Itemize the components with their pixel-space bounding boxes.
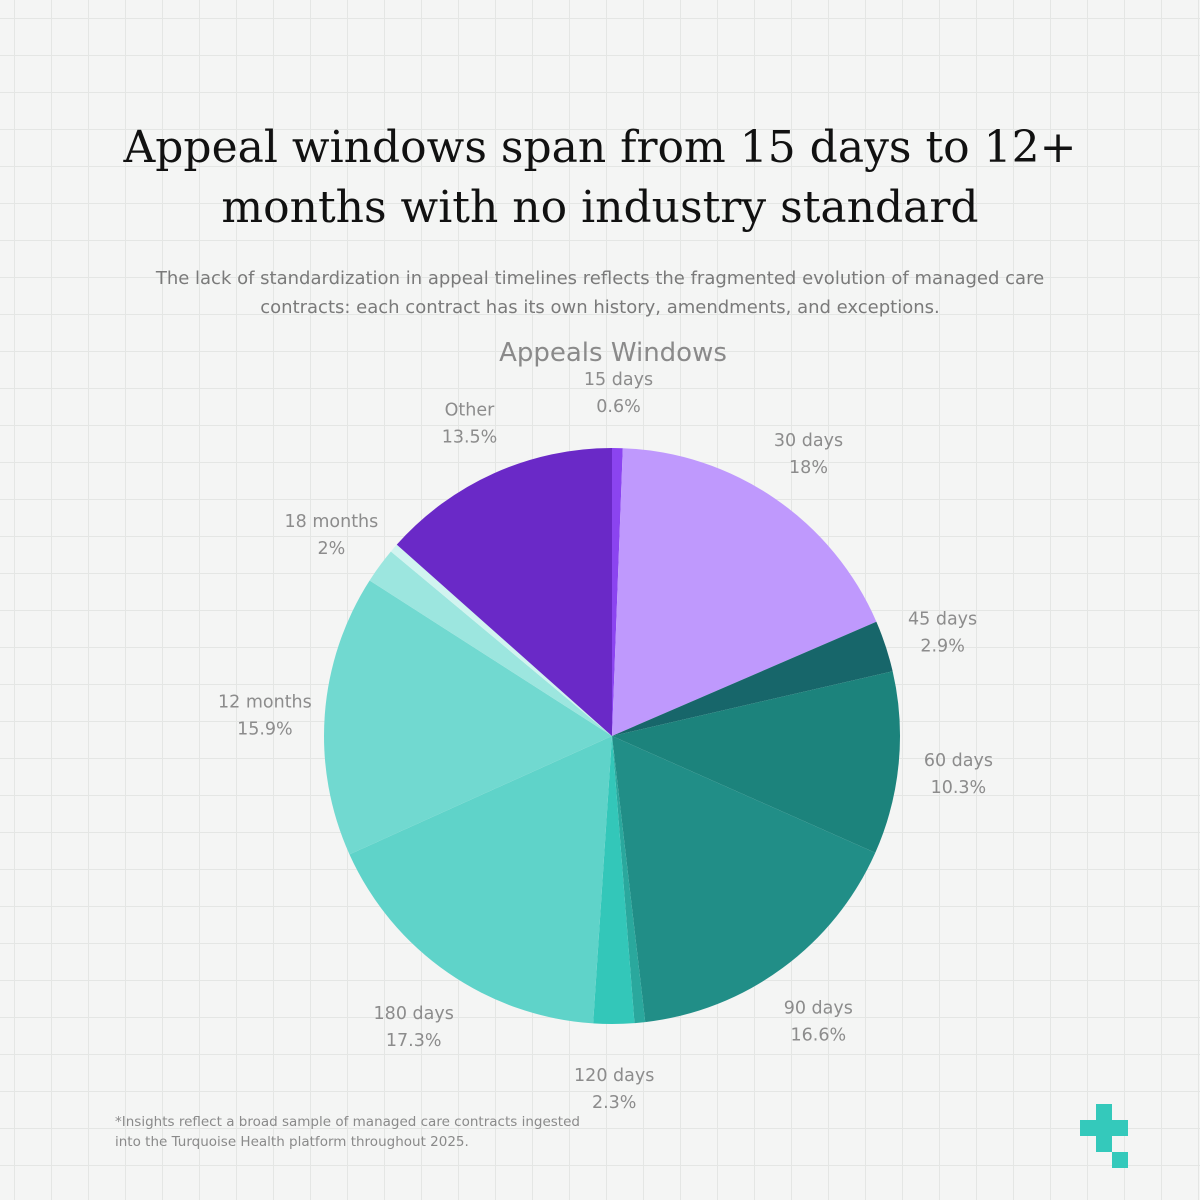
pie-slices [324,447,901,1024]
page-title: Appeal windows span from 15 days to 12+ … [60,118,1140,238]
pie-slice-30-days [612,448,877,736]
slice-label-other: Other 13.5% [442,401,498,448]
footnote-line-1: *Insights reflect a broad sample of mana… [115,1114,580,1130]
footnote-line-2: into the Turquoise Health platform throu… [115,1134,469,1150]
footnote: *Insights reflect a broad sample of mana… [115,1112,635,1152]
pie-slice-15-days [612,447,623,736]
page-subtitle-line-1: The lack of standardization in appeal ti… [155,268,1045,289]
slice-label-18-months: 18 months 2% [285,512,379,559]
slice-label-12-months: 12 months 15.9% [218,693,312,740]
pie-labels: 15 days 0.6% 30 days 18% 45 days 2.9% 60 days 1… [218,370,993,1113]
page-title-line-2: months with no industry standard [221,182,979,233]
slice-label-45-days: 45 days 2.9% [908,609,977,656]
pie-slice-180-days [349,736,612,1024]
slice-label-180-days: 180 days 17.3% [374,1004,454,1051]
pie-slice-18-months [369,551,612,736]
page-title-line-1: Appeal windows span from 15 days to 12+ [123,122,1077,173]
pie-slice-12-months [324,580,612,855]
plus-icon [1080,1104,1128,1168]
pie-slice-120-days [593,736,635,1024]
page-subtitle: The lack of standardization in appeal ti… [110,264,1090,322]
page-subtitle-line-2: contracts: each contract has its own his… [260,297,940,318]
pie-slice-90-days [612,736,876,1023]
pie-slice-unlabeled-5 [612,736,646,1024]
pie-slice-other [396,447,612,736]
slice-label-120-days: 120 days 2.3% [574,1066,654,1113]
slice-label-15-days: 15 days 0.6% [584,370,653,417]
pie-slice-60-days [612,671,901,853]
slice-label-90-days: 90 days 16.6% [784,998,853,1045]
slice-label-60-days: 60 days 10.3% [924,751,993,798]
chart-title: Appeals Windows [499,338,727,368]
slice-label-30-days: 30 days 18% [774,431,843,478]
pie-slice-unlabeled-10 [390,544,612,736]
pie-slice-45-days [612,621,893,736]
